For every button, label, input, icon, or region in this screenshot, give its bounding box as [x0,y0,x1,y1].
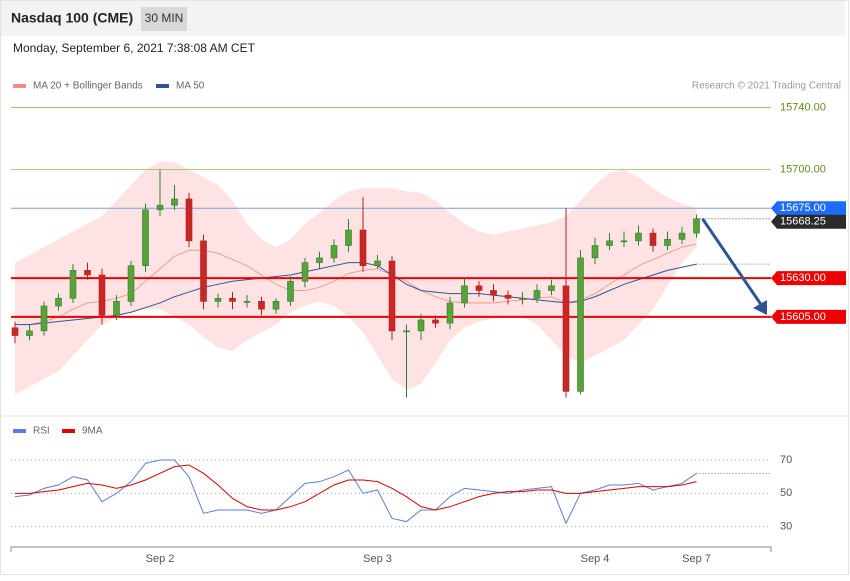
candle-body [649,232,657,246]
level-label: 15675.00 [780,202,826,214]
legend-label: RSI [33,426,50,437]
candle-body [55,297,62,307]
candle-body [84,270,91,276]
candle-body [519,297,526,300]
candle-body [156,204,164,211]
candle-body [127,265,135,302]
level-label: 15668.25 [780,216,826,228]
candle-body [577,257,584,392]
forecast-arrowhead [753,300,767,315]
level-tag [771,214,846,229]
candle-body [40,305,48,332]
candle-body [606,240,613,246]
candle-body [69,270,77,299]
candle-body [620,240,628,243]
candle-body [388,260,396,332]
y-tick-label: 30 [780,521,792,533]
candle-body [403,330,410,333]
legend-label: MA 50 [176,81,205,92]
candle-body [475,285,483,291]
candle-body [591,245,599,259]
level-tag [771,271,846,286]
chart-title: Nasdaq 100 (CME) [11,10,133,26]
subtitle: Monday, September 6, 2021 7:38:08 AM CET [13,41,256,55]
candle-body [301,262,309,282]
x-tick-label: Sep 7 [682,553,711,565]
legend-swatch [13,429,26,433]
level-tag [771,201,846,216]
legend-swatch [156,84,169,88]
candle-body [504,294,512,299]
legend-swatch [62,429,75,433]
y-tick-label: 50 [780,487,792,499]
candle-body [229,297,236,302]
forecast-arrow [701,217,764,307]
x-tick-label: Sep 2 [146,553,175,565]
level-label: 15630.00 [780,272,826,284]
y-tick-label: 15740.00 [780,101,826,113]
candle-body [98,274,106,316]
candle-body [359,229,367,266]
candle-body [548,285,555,291]
candle-body [287,280,294,302]
candle-body [214,297,222,302]
candle-body [171,198,178,206]
candle-body [678,232,686,240]
candle-body [258,301,265,310]
candle-body [490,290,497,296]
x-tick-label: Sep 4 [581,553,610,565]
candle-body [316,257,323,263]
candle-body [432,319,439,324]
candle-body [461,285,468,304]
candle-body [562,285,570,392]
candle-body [200,240,207,302]
candle-body [345,229,352,246]
candle-body [243,301,251,303]
level-tag [771,309,846,324]
candle-body [330,245,338,259]
x-axis [10,546,772,552]
candle-body [374,260,381,266]
credit: Research © 2021 Trading Central [692,81,841,92]
candle-body [417,319,425,332]
legend-label: MA 20 + Bollinger Bands [33,81,143,92]
candle-body [113,301,120,316]
y-tick-label: 70 [780,454,792,466]
candle-body [11,327,19,336]
candle-body [635,232,642,242]
candle-body [142,209,149,266]
x-tick-label: Sep 3 [363,553,392,565]
level-label: 15605.00 [780,311,826,323]
legend-swatch [13,84,26,88]
indicator-line [15,464,697,511]
y-tick-label: 15700.00 [780,163,826,175]
legend-label: 9MA [82,426,103,437]
candle-body [533,290,541,299]
candle-body [664,239,671,246]
candle-body [272,301,280,310]
candle-body [26,330,33,336]
candle-body [446,302,454,324]
interval-button[interactable] [141,7,187,31]
candle-body [693,218,700,234]
interval[interactable]: 30 MIN [145,11,184,25]
candle-body [185,198,193,242]
